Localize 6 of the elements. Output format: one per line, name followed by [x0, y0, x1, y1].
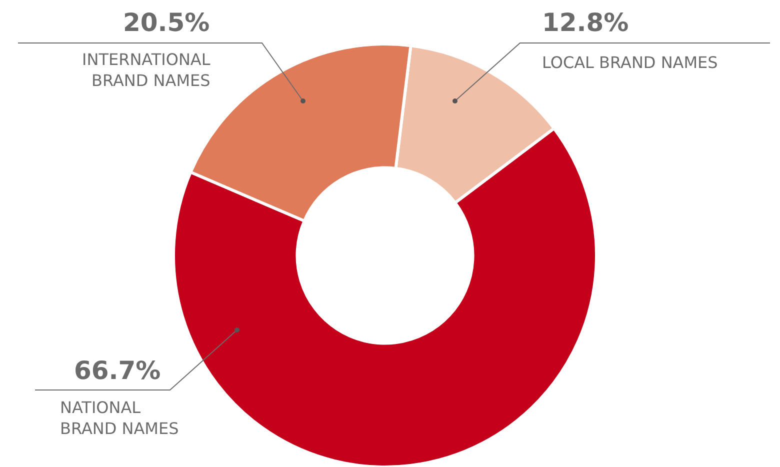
data-label: 20.5%: [123, 8, 210, 37]
slice-label: INTERNATIONAL BRAND NAMES: [82, 50, 210, 90]
slice-label: LOCAL BRAND NAMES: [542, 53, 718, 72]
slice-label: NATIONAL BRAND NAMES: [60, 398, 179, 438]
data-label: 12.8%: [542, 8, 629, 37]
data-label: 66.7%: [74, 356, 161, 385]
